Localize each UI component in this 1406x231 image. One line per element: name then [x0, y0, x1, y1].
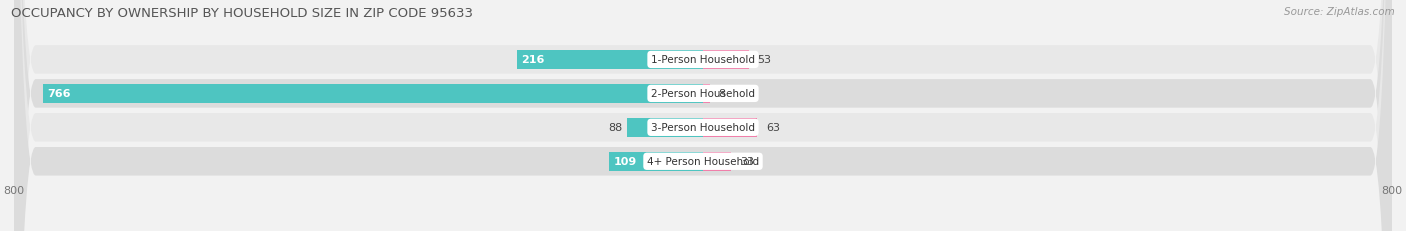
Text: 216: 216 [522, 55, 544, 65]
Text: 33: 33 [740, 157, 754, 167]
Bar [703, 51, 748, 70]
FancyBboxPatch shape [14, 0, 1392, 231]
FancyBboxPatch shape [14, 0, 1392, 231]
Text: 766: 766 [48, 89, 72, 99]
Text: 109: 109 [613, 157, 637, 167]
Bar [609, 152, 703, 171]
Bar [627, 119, 703, 137]
Bar [703, 85, 710, 103]
Text: 8: 8 [718, 89, 725, 99]
FancyBboxPatch shape [14, 0, 1392, 231]
Text: 1-Person Household: 1-Person Household [651, 55, 755, 65]
Text: 53: 53 [758, 55, 772, 65]
Bar [703, 119, 758, 137]
Bar [703, 152, 731, 171]
Text: 2-Person Household: 2-Person Household [651, 89, 755, 99]
FancyBboxPatch shape [14, 0, 1392, 231]
Bar [517, 51, 703, 70]
Text: OCCUPANCY BY OWNERSHIP BY HOUSEHOLD SIZE IN ZIP CODE 95633: OCCUPANCY BY OWNERSHIP BY HOUSEHOLD SIZE… [11, 7, 474, 20]
Text: 63: 63 [766, 123, 780, 133]
Text: 3-Person Household: 3-Person Household [651, 123, 755, 133]
Bar [44, 85, 703, 103]
Text: 4+ Person Household: 4+ Person Household [647, 157, 759, 167]
Text: Source: ZipAtlas.com: Source: ZipAtlas.com [1284, 7, 1395, 17]
Text: 88: 88 [609, 123, 623, 133]
